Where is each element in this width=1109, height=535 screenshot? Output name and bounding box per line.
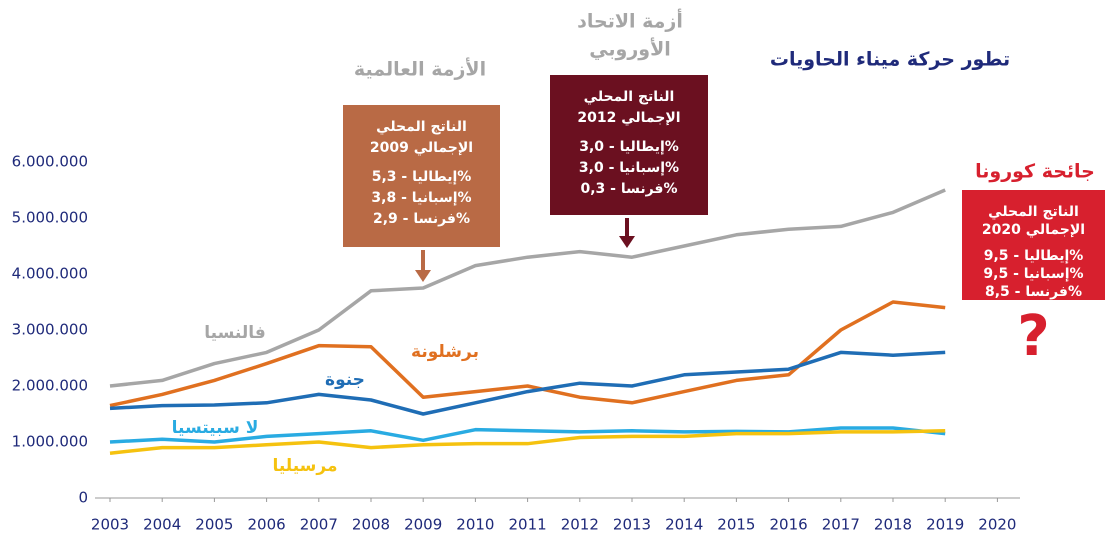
y-tick-label: 6.000.000 <box>12 153 88 171</box>
annotation-line: إيطاليا - 9,5% <box>984 248 1084 264</box>
annotation-heading: أزمة الاتحاد <box>577 9 683 33</box>
chart-title: تطور حركة ميناء الحاويات <box>770 49 1010 71</box>
y-tick-label: 0 <box>78 489 88 507</box>
x-tick-label: 2020 <box>978 516 1016 534</box>
x-tick-label: 2018 <box>874 516 912 534</box>
annotation-line: الناتج المحلي <box>376 119 467 135</box>
x-tick-label: 2016 <box>770 516 808 534</box>
x-tick-label: 2019 <box>926 516 964 534</box>
annotation-heading: الأزمة العالمية <box>354 58 486 81</box>
annotation-line: فرنسا - 8,5% <box>985 284 1082 300</box>
x-tick-label: 2013 <box>613 516 651 534</box>
annotation-mark: ? <box>1017 304 1049 369</box>
x-tick-label: 2010 <box>456 516 494 534</box>
y-tick-label: 1.000.000 <box>12 433 88 451</box>
annotation-box <box>343 105 500 247</box>
annotation-line: الناتج المحلي <box>584 89 675 105</box>
annotation-line: إسبانيا - 3,0% <box>579 160 679 176</box>
x-tick-label: 2003 <box>91 516 129 534</box>
x-tick-label: 2009 <box>404 516 442 534</box>
y-tick-label: 5.000.000 <box>12 209 88 227</box>
annotation-line: فرنسا - 2,9% <box>373 211 470 227</box>
x-tick-label: 2006 <box>248 516 286 534</box>
arrow-head <box>415 270 431 282</box>
annotation-line: فرنسا - 0,3% <box>580 181 677 197</box>
x-tick-label: 2008 <box>352 516 390 534</box>
x-tick-label: 2012 <box>561 516 599 534</box>
x-tick-label: 2005 <box>195 516 233 534</box>
y-tick-label: 4.000.000 <box>12 265 88 283</box>
y-tick-label: 2.000.000 <box>12 377 88 395</box>
annotation-box <box>962 190 1105 300</box>
annotation-heading: جائحة كورونا <box>975 161 1095 183</box>
x-tick-label: 2017 <box>822 516 860 534</box>
x-tick-label: 2015 <box>717 516 755 534</box>
y-tick-label: 3.000.000 <box>12 321 88 339</box>
annotation-box <box>550 75 708 215</box>
series-label: مرسيليا <box>272 456 337 476</box>
x-tick-label: 2011 <box>509 516 547 534</box>
annotation-line: الإجمالي 2009 <box>370 140 473 156</box>
annotation-line: إسبانيا - 3,8% <box>371 190 471 206</box>
series-label: فالنسيا <box>204 323 265 343</box>
x-tick-label: 2004 <box>143 516 181 534</box>
series-line <box>109 188 946 388</box>
series-label: جنوة <box>325 370 365 390</box>
annotation-line: الإجمالي 2012 <box>577 110 680 126</box>
annotation-heading: الأوروبي <box>589 38 671 61</box>
annotation-line: الإجمالي 2020 <box>982 222 1085 238</box>
series-line <box>109 426 946 444</box>
arrow-head <box>619 236 635 248</box>
series-label: برشلونة <box>411 342 479 362</box>
x-tick-label: 2007 <box>300 516 338 534</box>
x-tick-label: 2014 <box>665 516 703 534</box>
series-line <box>109 350 946 416</box>
series-line <box>109 300 946 408</box>
annotation-line: الناتج المحلي <box>988 204 1079 220</box>
annotation-line: إسبانيا - 9,5% <box>983 266 1083 282</box>
series-line <box>109 429 946 455</box>
annotation-line: إيطاليا - 3,0% <box>579 139 679 155</box>
series-label: لا سبيتسيا <box>172 418 259 438</box>
annotation-line: إيطاليا - 5,3% <box>372 169 472 185</box>
